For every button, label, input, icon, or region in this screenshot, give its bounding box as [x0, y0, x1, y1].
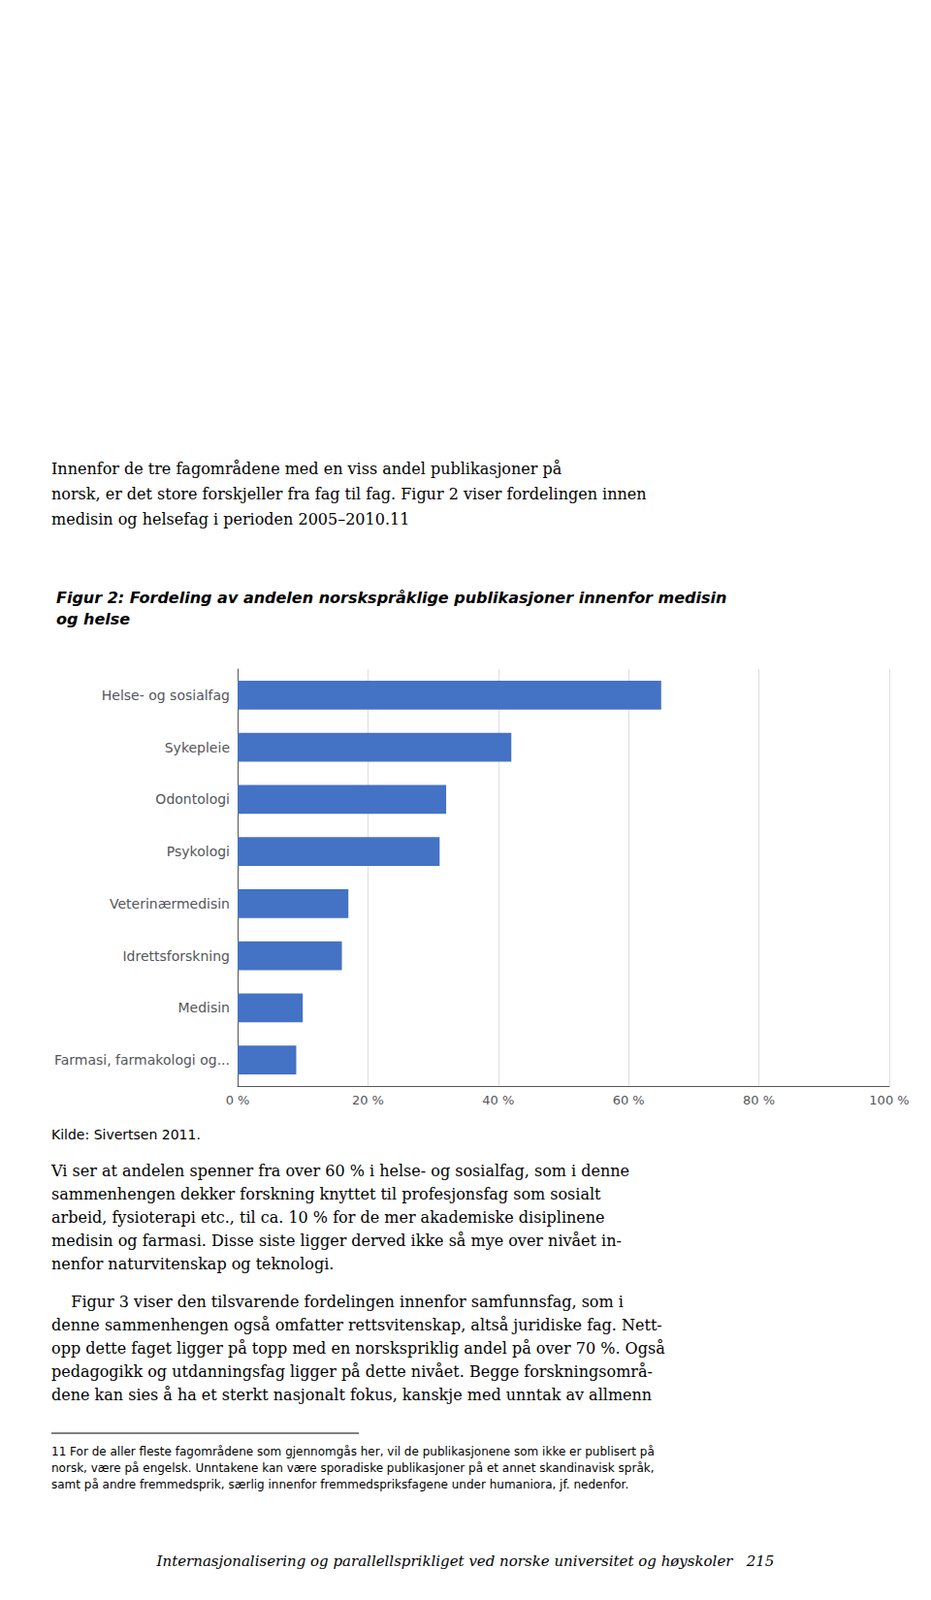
svg-text:Veterinærmedisin: Veterinærmedisin	[109, 896, 230, 912]
svg-text:medisin og helsefag i perioden: medisin og helsefag i perioden 2005–2010…	[51, 510, 410, 529]
svg-text:80 %: 80 %	[742, 1092, 775, 1108]
svg-text:Medisin: Medisin	[177, 999, 230, 1016]
svg-text:Helse- og sosialfag: Helse- og sosialfag	[101, 687, 230, 704]
svg-text:denne sammenhengen også omfatt: denne sammenhengen også omfatter rettsvi…	[51, 1316, 663, 1335]
svg-text:nenfor naturvitenskap og tekno: nenfor naturvitenskap og teknologi.	[51, 1254, 334, 1274]
svg-text:100 %: 100 %	[868, 1092, 909, 1108]
svg-text:opp dette faget ligger på topp: opp dette faget ligger på topp med en no…	[51, 1339, 666, 1358]
svg-text:arbeid, fysioterapi etc., til: arbeid, fysioterapi etc., til ca. 10 % f…	[51, 1208, 606, 1227]
svg-text:20 %: 20 %	[352, 1092, 385, 1108]
svg-text:Innenfor de tre fagområdene me: Innenfor de tre fagområdene med en viss …	[51, 459, 563, 479]
svg-text:60 %: 60 %	[612, 1092, 645, 1108]
svg-text:0 %: 0 %	[225, 1092, 251, 1108]
svg-text:Farmasi, farmakologi og...: Farmasi, farmakologi og...	[54, 1052, 230, 1068]
svg-text:norsk, er det store forskjelle: norsk, er det store forskjeller fra fag …	[51, 484, 647, 504]
svg-text:Kilde: Sivertsen 2011.: Kilde: Sivertsen 2011.	[51, 1126, 201, 1143]
svg-text:Odontologi: Odontologi	[155, 791, 230, 807]
svg-text:Psykologi: Psykologi	[166, 843, 230, 860]
svg-text:medisin og farmasi. Disse sist: medisin og farmasi. Disse siste ligger d…	[51, 1231, 622, 1251]
svg-text:pedagogikk og utdanningsfag li: pedagogikk og utdanningsfag ligger på de…	[51, 1362, 653, 1381]
svg-text:Figur 2: Fordeling av andelen: Figur 2: Fordeling av andelen norskspråk…	[56, 588, 727, 608]
svg-text:Sykepleie: Sykepleie	[164, 739, 230, 756]
svg-text:sammenhengen dekker forskning: sammenhengen dekker forskning knyttet ti…	[51, 1185, 602, 1204]
svg-text:Figur 3 viser den tilsvarende: Figur 3 viser den tilsvarende fordelinge…	[51, 1292, 624, 1312]
svg-text:Idrettsforskning: Idrettsforskning	[122, 948, 230, 964]
svg-text:samt på andre fremmedsprik, sæ: samt på andre fremmedsprik, særlig innen…	[51, 1477, 629, 1492]
svg-text:40 %: 40 %	[481, 1092, 514, 1108]
svg-text:og helse: og helse	[56, 609, 130, 629]
svg-text:11 For de aller fleste fagområ: 11 For de aller fleste fagområdene som g…	[51, 1444, 655, 1459]
svg-text:dene kan sies å ha et sterkt n: dene kan sies å ha et sterkt nasjonalt f…	[51, 1385, 652, 1405]
svg-text:norsk, være på engelsk. Unntak: norsk, være på engelsk. Unntakene kan væ…	[51, 1461, 655, 1476]
svg-text:Vi ser at andelen spenner fra: Vi ser at andelen spenner fra over 60 % …	[50, 1161, 630, 1181]
svg-text:Internasjonalisering og parall: Internasjonalisering og parallellsprikli…	[156, 1552, 775, 1571]
